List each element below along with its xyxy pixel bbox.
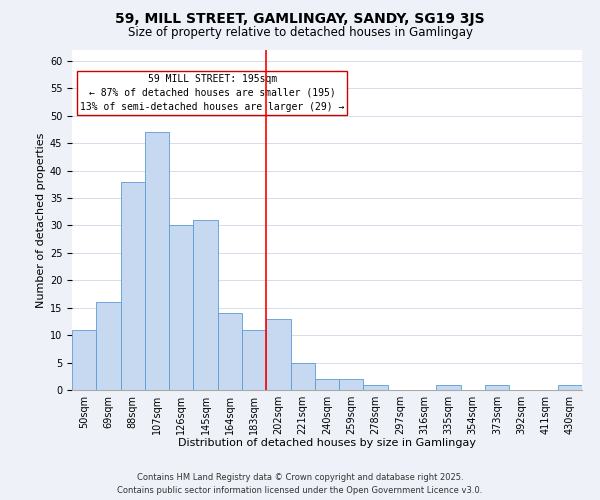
Text: Contains HM Land Registry data © Crown copyright and database right 2025.
Contai: Contains HM Land Registry data © Crown c… (118, 474, 482, 495)
Bar (145, 132, 169, 390)
Bar (315, 379, 339, 390)
Bar (193, 220, 218, 390)
Bar (218, 313, 242, 390)
Bar (242, 330, 266, 390)
Bar (96, 302, 121, 390)
Bar (290, 362, 315, 390)
X-axis label: Distribution of detached houses by size in Gamlingay: Distribution of detached houses by size … (178, 438, 476, 448)
Text: Size of property relative to detached houses in Gamlingay: Size of property relative to detached ho… (128, 26, 473, 39)
Bar (558, 384, 582, 390)
Bar (364, 384, 388, 390)
Bar (266, 318, 290, 390)
Bar (436, 384, 461, 390)
Text: 59 MILL STREET: 195sqm
← 87% of detached houses are smaller (195)
13% of semi-de: 59 MILL STREET: 195sqm ← 87% of detached… (80, 74, 344, 112)
Y-axis label: Number of detached properties: Number of detached properties (35, 132, 46, 308)
Bar (169, 226, 193, 390)
Bar (339, 379, 364, 390)
Bar (72, 330, 96, 390)
Text: 59, MILL STREET, GAMLINGAY, SANDY, SG19 3JS: 59, MILL STREET, GAMLINGAY, SANDY, SG19 … (115, 12, 485, 26)
Bar (121, 182, 145, 390)
Bar (485, 384, 509, 390)
